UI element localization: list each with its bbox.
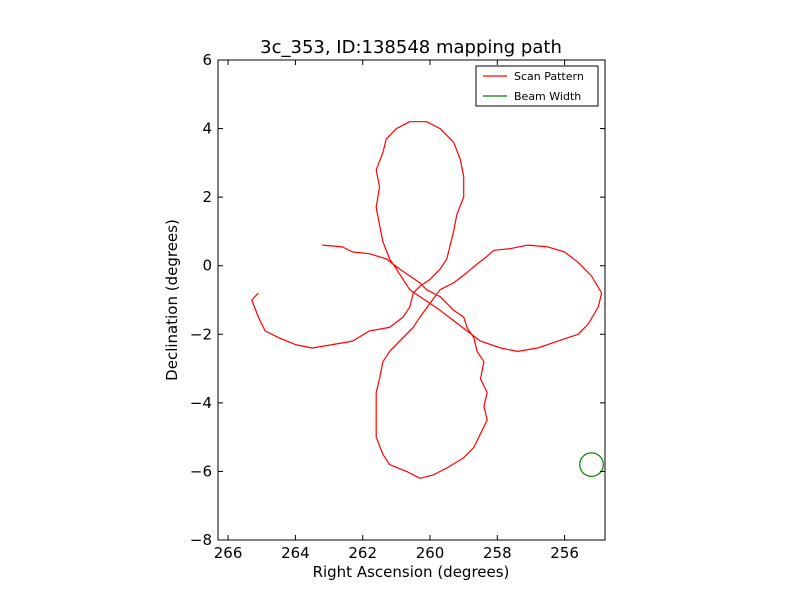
ticks-layer: 266 264 262 260 258 256 −8 −6 −4 −2 0 2 4 6 <box>190 51 605 562</box>
x-tick-label: 256 <box>550 544 579 562</box>
legend-box <box>475 65 599 107</box>
series-circle-beam-width <box>579 452 604 477</box>
x-axis-label: Right Ascension (degrees) <box>313 563 510 581</box>
x-tick-label: 260 <box>416 544 445 562</box>
series-line-scan-pattern <box>251 121 603 479</box>
legend: Scan Pattern Beam Width <box>475 65 599 107</box>
y-tick-label: −6 <box>190 462 212 480</box>
x-tick-label: 262 <box>348 544 377 562</box>
y-tick-label: 6 <box>202 51 212 69</box>
x-tick-label: 264 <box>281 544 310 562</box>
x-tick-label: 258 <box>483 544 512 562</box>
y-tick-label: 4 <box>202 120 212 138</box>
x-tick-label: 266 <box>214 544 243 562</box>
y-axis-label: Declination (degrees) <box>163 219 181 381</box>
series-layer <box>251 121 604 479</box>
plot-area: 266 264 262 260 258 256 −8 −6 −4 −2 0 2 4 6 <box>190 51 606 562</box>
legend-label-beam-width: Beam Width <box>514 90 581 103</box>
chart-title: 3c_353, ID:138548 mapping path <box>260 37 562 58</box>
y-tick-label: 2 <box>202 188 212 206</box>
legend-label-scan-pattern: Scan Pattern <box>514 70 584 83</box>
y-tick-label: −2 <box>190 325 212 343</box>
y-tick-label: −4 <box>190 394 212 412</box>
y-tick-label: −8 <box>190 531 212 549</box>
y-tick-label: 0 <box>202 257 212 275</box>
plot-frame <box>217 59 606 541</box>
